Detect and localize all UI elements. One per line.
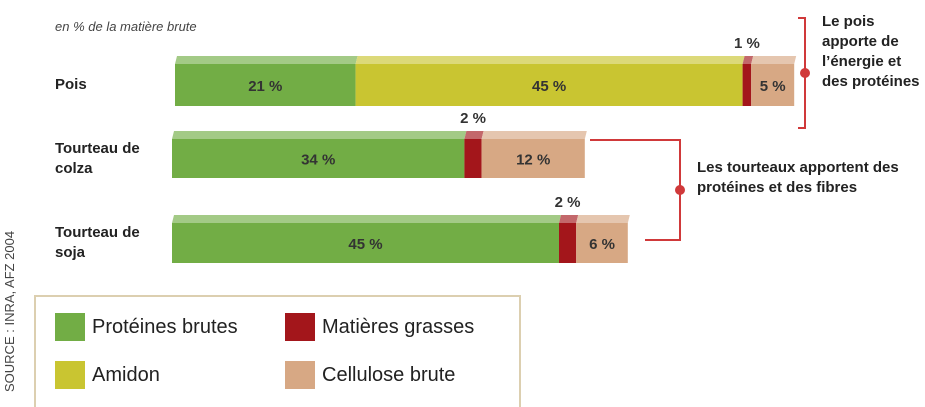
bar-segment (464, 131, 484, 178)
bar-segment (172, 215, 561, 263)
annotation: Le pois apporte de l’énergie et des prot… (822, 13, 920, 90)
legend-swatch (285, 361, 315, 389)
bar (175, 64, 356, 106)
bar-segment (559, 215, 579, 263)
legend-label: Matières grasses (322, 316, 475, 338)
value-label: 34 % (301, 151, 335, 168)
bar (172, 223, 559, 263)
legend-swatch (55, 313, 85, 341)
subtitle: en % de la matière brute (55, 19, 197, 34)
bar-top (481, 131, 587, 139)
bar-segment (175, 56, 358, 106)
bar (464, 139, 482, 178)
value-label: 12 % (516, 151, 550, 168)
bracket-dot (800, 68, 810, 78)
value-label: 2 % (460, 110, 486, 127)
bar (481, 139, 585, 178)
value-label: 6 % (589, 236, 615, 253)
bar-top (355, 56, 745, 64)
value-label: 5 % (760, 78, 786, 95)
bar (355, 64, 743, 106)
bar-top (172, 131, 467, 139)
bar-segment (742, 56, 754, 106)
category-label: Pois (55, 76, 87, 93)
bar-top (742, 56, 754, 64)
bar (172, 139, 465, 178)
category-label: Tourteau de colza (55, 139, 140, 177)
bar (559, 223, 577, 263)
bar-top (576, 215, 630, 223)
legend-box (34, 295, 521, 407)
bar-segment (576, 215, 630, 263)
bar-top (751, 56, 797, 64)
bar-segment (481, 131, 587, 178)
bar (751, 64, 795, 106)
legend-swatch (285, 313, 315, 341)
legend-swatch (55, 361, 85, 389)
source: SOURCE : INRA, AFZ 2004 (2, 230, 17, 392)
bar-top (172, 215, 561, 223)
bar-top (464, 131, 484, 139)
value-label: 21 % (248, 78, 282, 95)
legend-label: Cellulose brute (322, 364, 456, 386)
category-label: Tourteau de soja (55, 224, 140, 261)
bar-segment (355, 56, 745, 106)
bracket-dot (675, 185, 685, 195)
value-label: 45 % (532, 78, 566, 95)
legend-label: Protéines brutes (92, 316, 238, 338)
value-label: 2 % (555, 194, 581, 211)
bar-top (559, 215, 579, 223)
legend-label: Amidon (92, 364, 160, 386)
bar (742, 64, 752, 106)
bar (576, 223, 628, 263)
value-label: 1 % (734, 35, 760, 52)
bar-segment (172, 131, 467, 178)
value-label: 45 % (348, 236, 382, 253)
annotation: Les tourteaux apportent des protéines et… (697, 159, 899, 196)
bar-top (175, 56, 358, 64)
bar-segment (751, 56, 797, 106)
